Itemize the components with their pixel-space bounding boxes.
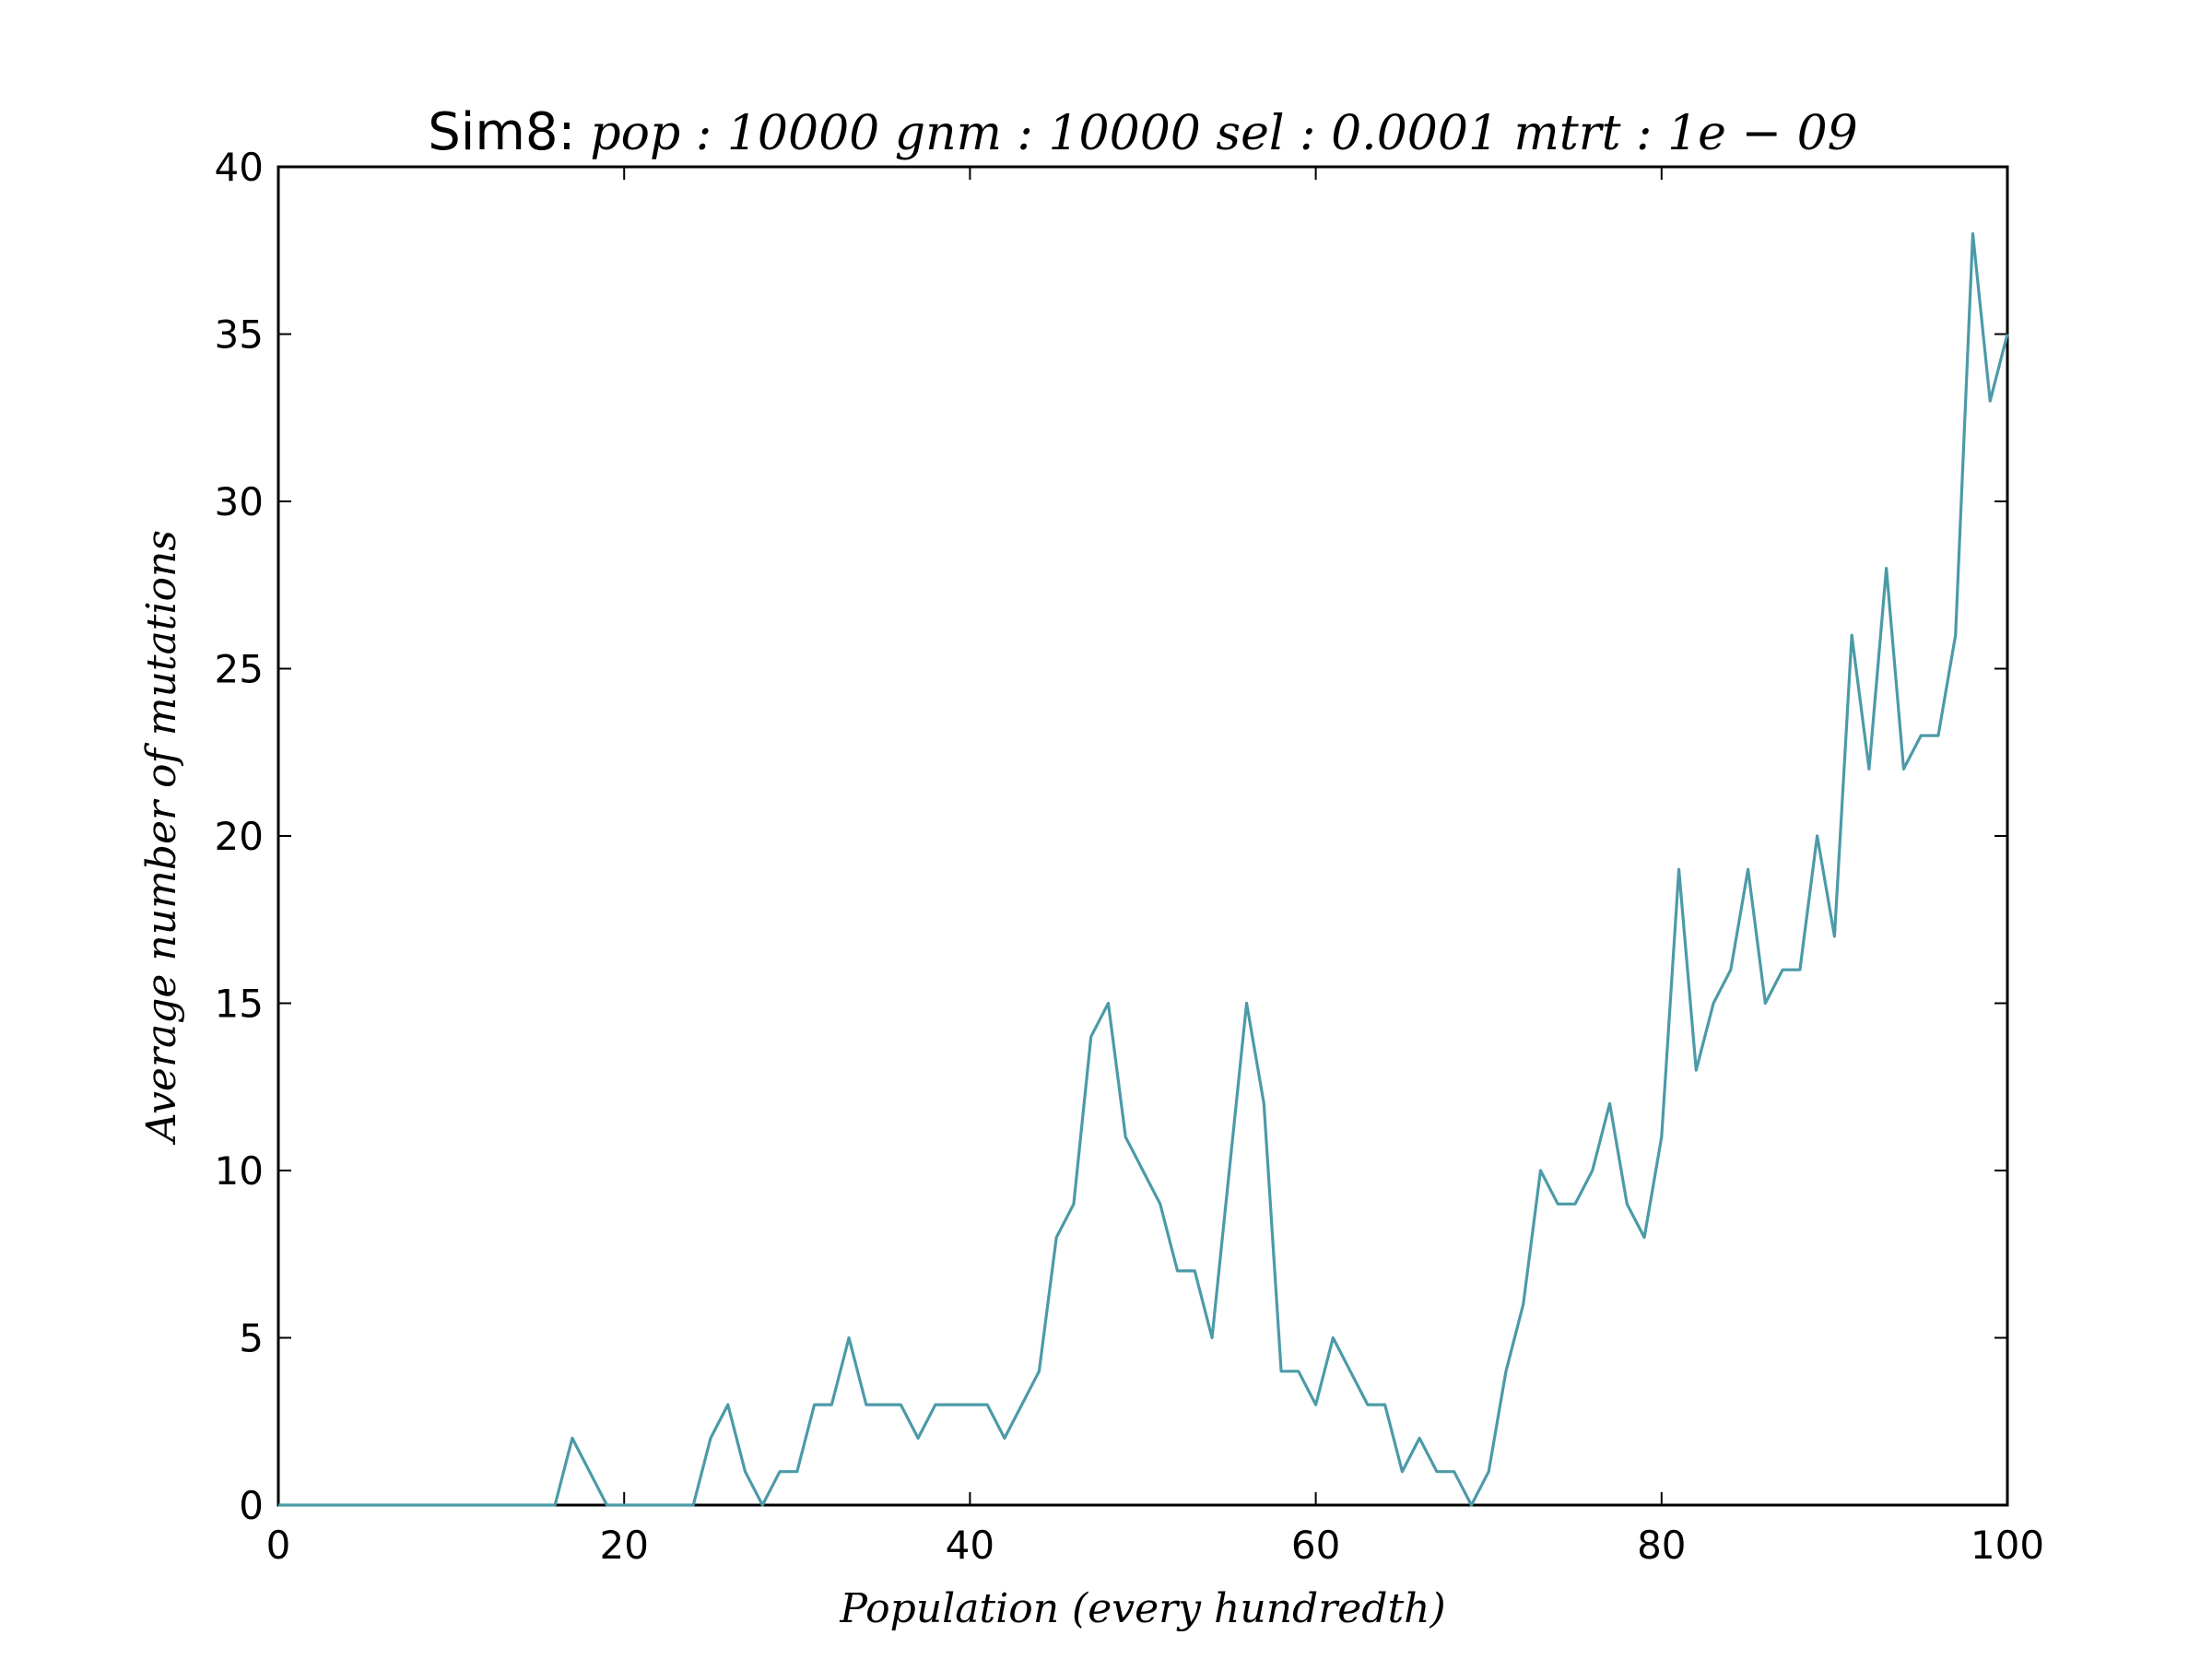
y-tick-label: 35 (215, 312, 264, 358)
x-axis: 0 20 40 60 80 100 (266, 167, 2044, 1568)
x-tick-label: 20 (599, 1523, 648, 1568)
x-tick-label: 0 (266, 1523, 291, 1568)
y-tick-label: 40 (215, 145, 264, 190)
x-tick-label: 100 (1971, 1523, 2044, 1568)
axes-frame (276, 165, 2009, 1507)
chart-title-prefix: Sim8: (428, 102, 575, 162)
x-tick-label: 60 (1291, 1523, 1340, 1568)
x-tick-label: 40 (946, 1523, 994, 1568)
y-axis: 0 5 10 15 20 25 30 35 40 (215, 145, 2007, 1528)
y-tick-label: 5 (239, 1316, 264, 1361)
chart-title-params: pop : 10000 gnm : 10000 sel : 0.0001 mtr… (590, 106, 1857, 161)
chart-title: Sim8: pop : 10000 gnm : 10000 sel : 0.00… (428, 102, 1858, 162)
y-tick-label: 10 (215, 1148, 264, 1194)
x-tick-label: 80 (1637, 1523, 1686, 1568)
x-axis-label: Population (every hundredth) (839, 1585, 1445, 1632)
y-tick-label: 25 (215, 647, 264, 692)
y-tick-label: 0 (239, 1483, 264, 1528)
y-tick-label: 15 (215, 982, 264, 1027)
data-series-line (278, 232, 2009, 1507)
y-tick-label: 20 (215, 814, 264, 859)
y-tick-label: 30 (215, 479, 264, 524)
y-axis-label: Average number of mutations (138, 530, 185, 1146)
plot-area: 0 20 40 60 80 100 0 5 10 15 20 25 30 35 40 (215, 145, 2045, 1568)
